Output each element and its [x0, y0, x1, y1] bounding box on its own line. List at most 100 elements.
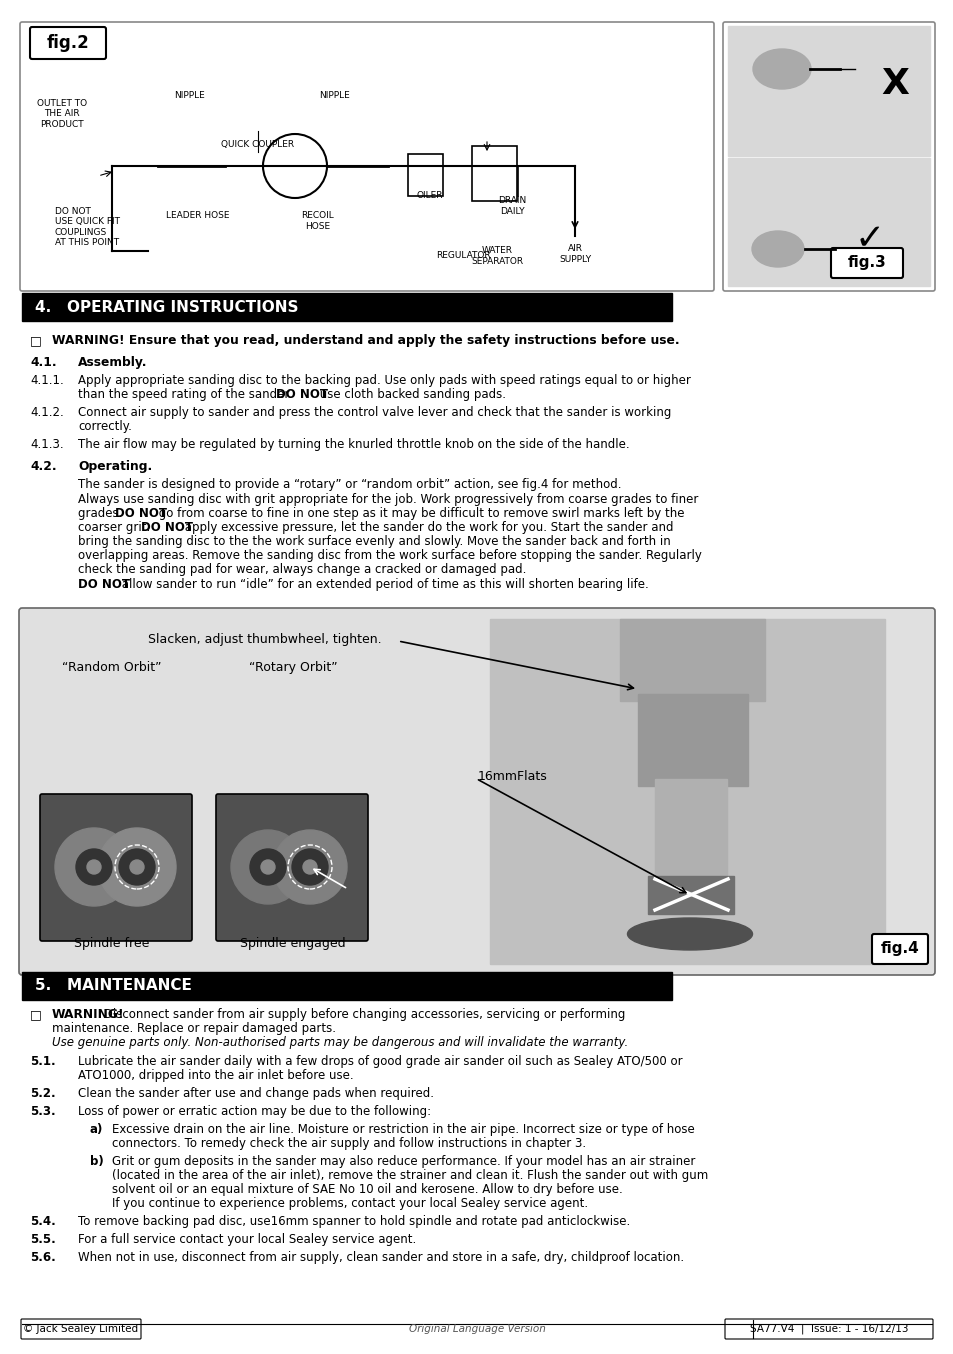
- Text: 4.1.3.: 4.1.3.: [30, 437, 64, 451]
- Bar: [22, 972, 671, 1001]
- Circle shape: [261, 860, 274, 873]
- Text: 5.   MAINTENANCE: 5. MAINTENANCE: [35, 979, 192, 994]
- Text: DO NOT: DO NOT: [115, 506, 167, 520]
- FancyBboxPatch shape: [19, 608, 934, 975]
- Text: RECOIL
HOSE: RECOIL HOSE: [301, 211, 334, 230]
- Bar: [22, 292, 671, 321]
- Ellipse shape: [55, 829, 132, 906]
- Text: The sander is designed to provide a “rotary” or “random orbit” action, see fig.4: The sander is designed to provide a “rot…: [78, 478, 620, 492]
- Text: fig.3: fig.3: [846, 256, 885, 271]
- Text: grades.: grades.: [78, 506, 126, 520]
- Text: Clean the sander after use and change pads when required.: Clean the sander after use and change pa…: [78, 1087, 434, 1099]
- Circle shape: [119, 849, 154, 886]
- Text: © Jack Sealey Limited: © Jack Sealey Limited: [24, 1324, 138, 1334]
- Bar: [619, 619, 764, 701]
- Text: Excessive drain on the air line. Moisture or restriction in the air pipe. Incorr: Excessive drain on the air line. Moistur…: [112, 1122, 694, 1136]
- Text: 5.6.: 5.6.: [30, 1251, 55, 1265]
- Text: 4.1.1.: 4.1.1.: [30, 374, 64, 387]
- Text: Use genuine parts only. Non-authorised parts may be dangerous and will invalidat: Use genuine parts only. Non-authorised p…: [52, 1036, 628, 1049]
- FancyBboxPatch shape: [722, 22, 934, 291]
- Text: than the speed rating of the sander.: than the speed rating of the sander.: [78, 389, 295, 401]
- Text: 5.3.: 5.3.: [30, 1105, 55, 1118]
- Text: Grit or gum deposits in the sander may also reduce performance. If your model ha: Grit or gum deposits in the sander may a…: [112, 1155, 695, 1169]
- Text: (located in the area of the air inlet), remove the strainer and clean it. Flush : (located in the area of the air inlet), …: [112, 1169, 707, 1182]
- FancyBboxPatch shape: [871, 934, 927, 964]
- Text: correctly.: correctly.: [78, 420, 132, 433]
- Circle shape: [76, 849, 112, 886]
- Bar: [655, 779, 726, 884]
- Text: OILER: OILER: [416, 191, 443, 200]
- Text: 4.2.: 4.2.: [30, 460, 56, 473]
- Circle shape: [292, 849, 328, 886]
- Text: apply excessive pressure, let the sander do the work for you. Start the sander a: apply excessive pressure, let the sander…: [181, 521, 673, 533]
- Text: Lubricate the air sander daily with a few drops of good grade air sander oil suc: Lubricate the air sander daily with a fe…: [78, 1055, 682, 1068]
- Text: Connect air supply to sander and press the control valve lever and check that th: Connect air supply to sander and press t…: [78, 406, 671, 418]
- Text: □: □: [30, 334, 42, 347]
- Text: NIPPLE: NIPPLE: [319, 92, 350, 100]
- Text: Always use sanding disc with grit appropriate for the job. Work progressively fr: Always use sanding disc with grit approp…: [78, 493, 698, 506]
- Text: 4.1.2.: 4.1.2.: [30, 406, 64, 418]
- Text: b): b): [90, 1155, 104, 1169]
- Text: 16mmFlats: 16mmFlats: [477, 770, 547, 783]
- Text: DO NOT: DO NOT: [78, 578, 130, 590]
- FancyBboxPatch shape: [215, 793, 368, 941]
- Text: 4.   OPERATING INSTRUCTIONS: 4. OPERATING INSTRUCTIONS: [35, 299, 298, 314]
- Circle shape: [130, 860, 144, 873]
- Text: Operating.: Operating.: [78, 460, 152, 473]
- Text: To remove backing pad disc, use16mm spanner to hold spindle and rotate pad antic: To remove backing pad disc, use16mm span…: [78, 1215, 630, 1228]
- Ellipse shape: [752, 49, 810, 89]
- Text: Spindle engaged: Spindle engaged: [240, 937, 345, 951]
- Text: allow sander to run “idle” for an extended period of time as this will shorten b: allow sander to run “idle” for an extend…: [118, 578, 648, 590]
- FancyBboxPatch shape: [20, 22, 713, 291]
- Text: REGULATOR: REGULATOR: [436, 252, 490, 260]
- Text: LEADER HOSE: LEADER HOSE: [166, 211, 230, 221]
- Circle shape: [87, 860, 101, 873]
- Text: Disconnect sander from air supply before changing accessories, servicing or perf: Disconnect sander from air supply before…: [100, 1007, 625, 1021]
- Text: For a full service contact your local Sealey service agent.: For a full service contact your local Se…: [78, 1233, 416, 1246]
- Ellipse shape: [751, 232, 803, 267]
- FancyBboxPatch shape: [830, 248, 902, 278]
- Circle shape: [303, 860, 316, 873]
- Text: ATO1000, dripped into the air inlet before use.: ATO1000, dripped into the air inlet befo…: [78, 1070, 354, 1082]
- Text: 5.2.: 5.2.: [30, 1087, 55, 1099]
- Text: 4.1.: 4.1.: [30, 356, 56, 370]
- Text: 5.4.: 5.4.: [30, 1215, 55, 1228]
- Text: WATER
SEPARATOR: WATER SEPARATOR: [471, 246, 522, 265]
- Ellipse shape: [231, 830, 305, 904]
- Text: DRAIN
DAILY: DRAIN DAILY: [497, 196, 525, 215]
- Text: 5.5.: 5.5.: [30, 1233, 55, 1246]
- Bar: [408, 154, 442, 196]
- Text: WARNING! Ensure that you read, understand and apply the safety instructions befo: WARNING! Ensure that you read, understan…: [52, 334, 679, 347]
- Text: fig.4: fig.4: [880, 941, 919, 956]
- Text: WARNING!: WARNING!: [52, 1007, 125, 1021]
- Text: overlapping areas. Remove the sanding disc from the work surface before stopping: overlapping areas. Remove the sanding di…: [78, 548, 701, 562]
- Text: “Rotary Orbit”: “Rotary Orbit”: [249, 661, 337, 674]
- Bar: [727, 26, 929, 156]
- Text: a): a): [90, 1122, 103, 1136]
- Text: Assembly.: Assembly.: [78, 356, 148, 370]
- Text: 5.1.: 5.1.: [30, 1055, 55, 1068]
- Ellipse shape: [627, 918, 752, 951]
- Ellipse shape: [98, 829, 175, 906]
- Text: The air flow may be regulated by turning the knurled throttle knob on the side o: The air flow may be regulated by turning…: [78, 437, 629, 451]
- Text: Loss of power or erratic action may be due to the following:: Loss of power or erratic action may be d…: [78, 1105, 431, 1118]
- Text: use cloth backed sanding pads.: use cloth backed sanding pads.: [315, 389, 505, 401]
- Text: DO NOT
USE QUICK FIT
COUPLINGS
AT THIS POINT: DO NOT USE QUICK FIT COUPLINGS AT THIS P…: [55, 207, 120, 246]
- Text: “Random Orbit”: “Random Orbit”: [62, 661, 162, 674]
- FancyBboxPatch shape: [724, 1319, 932, 1339]
- Text: coarser grit.: coarser grit.: [78, 521, 153, 533]
- Bar: [638, 695, 747, 787]
- Text: DO NOT: DO NOT: [275, 389, 328, 401]
- Text: QUICK COUPLER: QUICK COUPLER: [221, 139, 294, 149]
- Text: fig.2: fig.2: [47, 34, 90, 51]
- Text: go from coarse to fine in one step as it may be difficult to remove swirl marks : go from coarse to fine in one step as it…: [154, 506, 684, 520]
- Text: Slacken, adjust thumbwheel, tighten.: Slacken, adjust thumbwheel, tighten.: [148, 634, 381, 646]
- Text: Original Language Version: Original Language Version: [408, 1324, 545, 1334]
- Text: AIR
SUPPLY: AIR SUPPLY: [558, 244, 591, 264]
- Text: check the sanding pad for wear, always change a cracked or damaged pad.: check the sanding pad for wear, always c…: [78, 563, 526, 575]
- Bar: [490, 619, 884, 964]
- Text: When not in use, disconnect from air supply, clean sander and store in a safe, d: When not in use, disconnect from air sup…: [78, 1251, 683, 1265]
- Bar: [647, 876, 733, 914]
- Text: SA77.V4  |  Issue: 1 - 16/12/13: SA77.V4 | Issue: 1 - 16/12/13: [749, 1324, 907, 1334]
- Text: maintenance. Replace or repair damaged parts.: maintenance. Replace or repair damaged p…: [52, 1022, 335, 1034]
